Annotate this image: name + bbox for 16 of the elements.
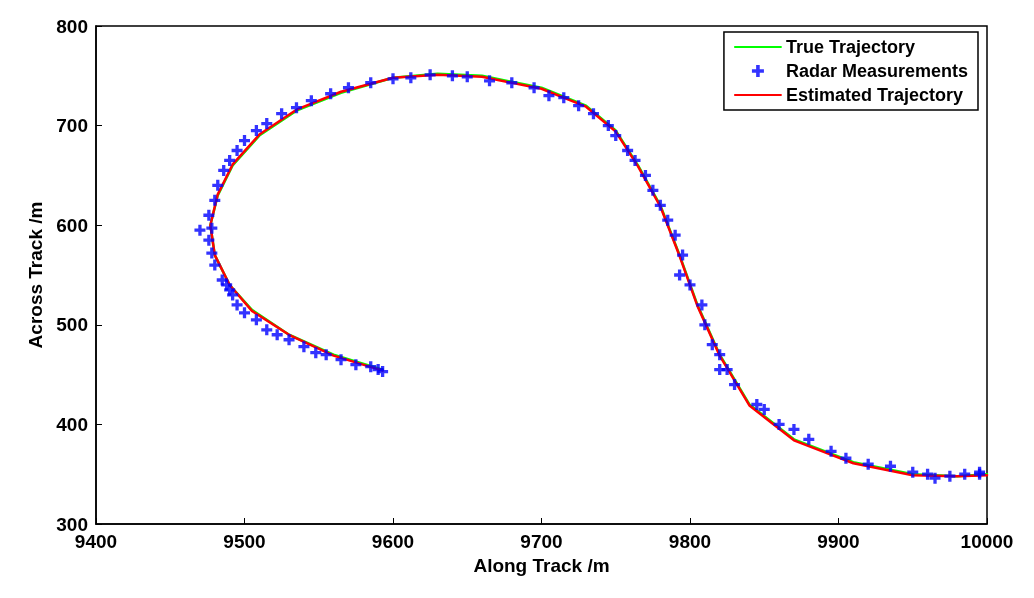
y-tick-label: 700 bbox=[56, 115, 88, 137]
x-axis-title: Along Track /m bbox=[473, 554, 610, 576]
y-tick-label: 500 bbox=[56, 314, 88, 336]
x-tick-label: 9500 bbox=[223, 531, 266, 552]
y-tick-label: 600 bbox=[56, 214, 88, 236]
x-tick-label: 9900 bbox=[817, 531, 860, 552]
x-tick-label: 9600 bbox=[371, 531, 415, 552]
legend-label: Estimated Trajectory bbox=[785, 85, 963, 105]
y-axis-title: Across Track /m bbox=[25, 201, 47, 349]
legend-label: True Trajectory bbox=[785, 37, 915, 57]
x-tick-label: 9800 bbox=[668, 531, 712, 552]
y-tick-label: 800 bbox=[56, 15, 88, 37]
y-tick-label: 400 bbox=[56, 413, 88, 435]
x-tick-label: 9700 bbox=[520, 531, 563, 552]
legend-label: Radar Measurements bbox=[785, 61, 968, 81]
x-tick-label: 10000 bbox=[960, 531, 1014, 552]
